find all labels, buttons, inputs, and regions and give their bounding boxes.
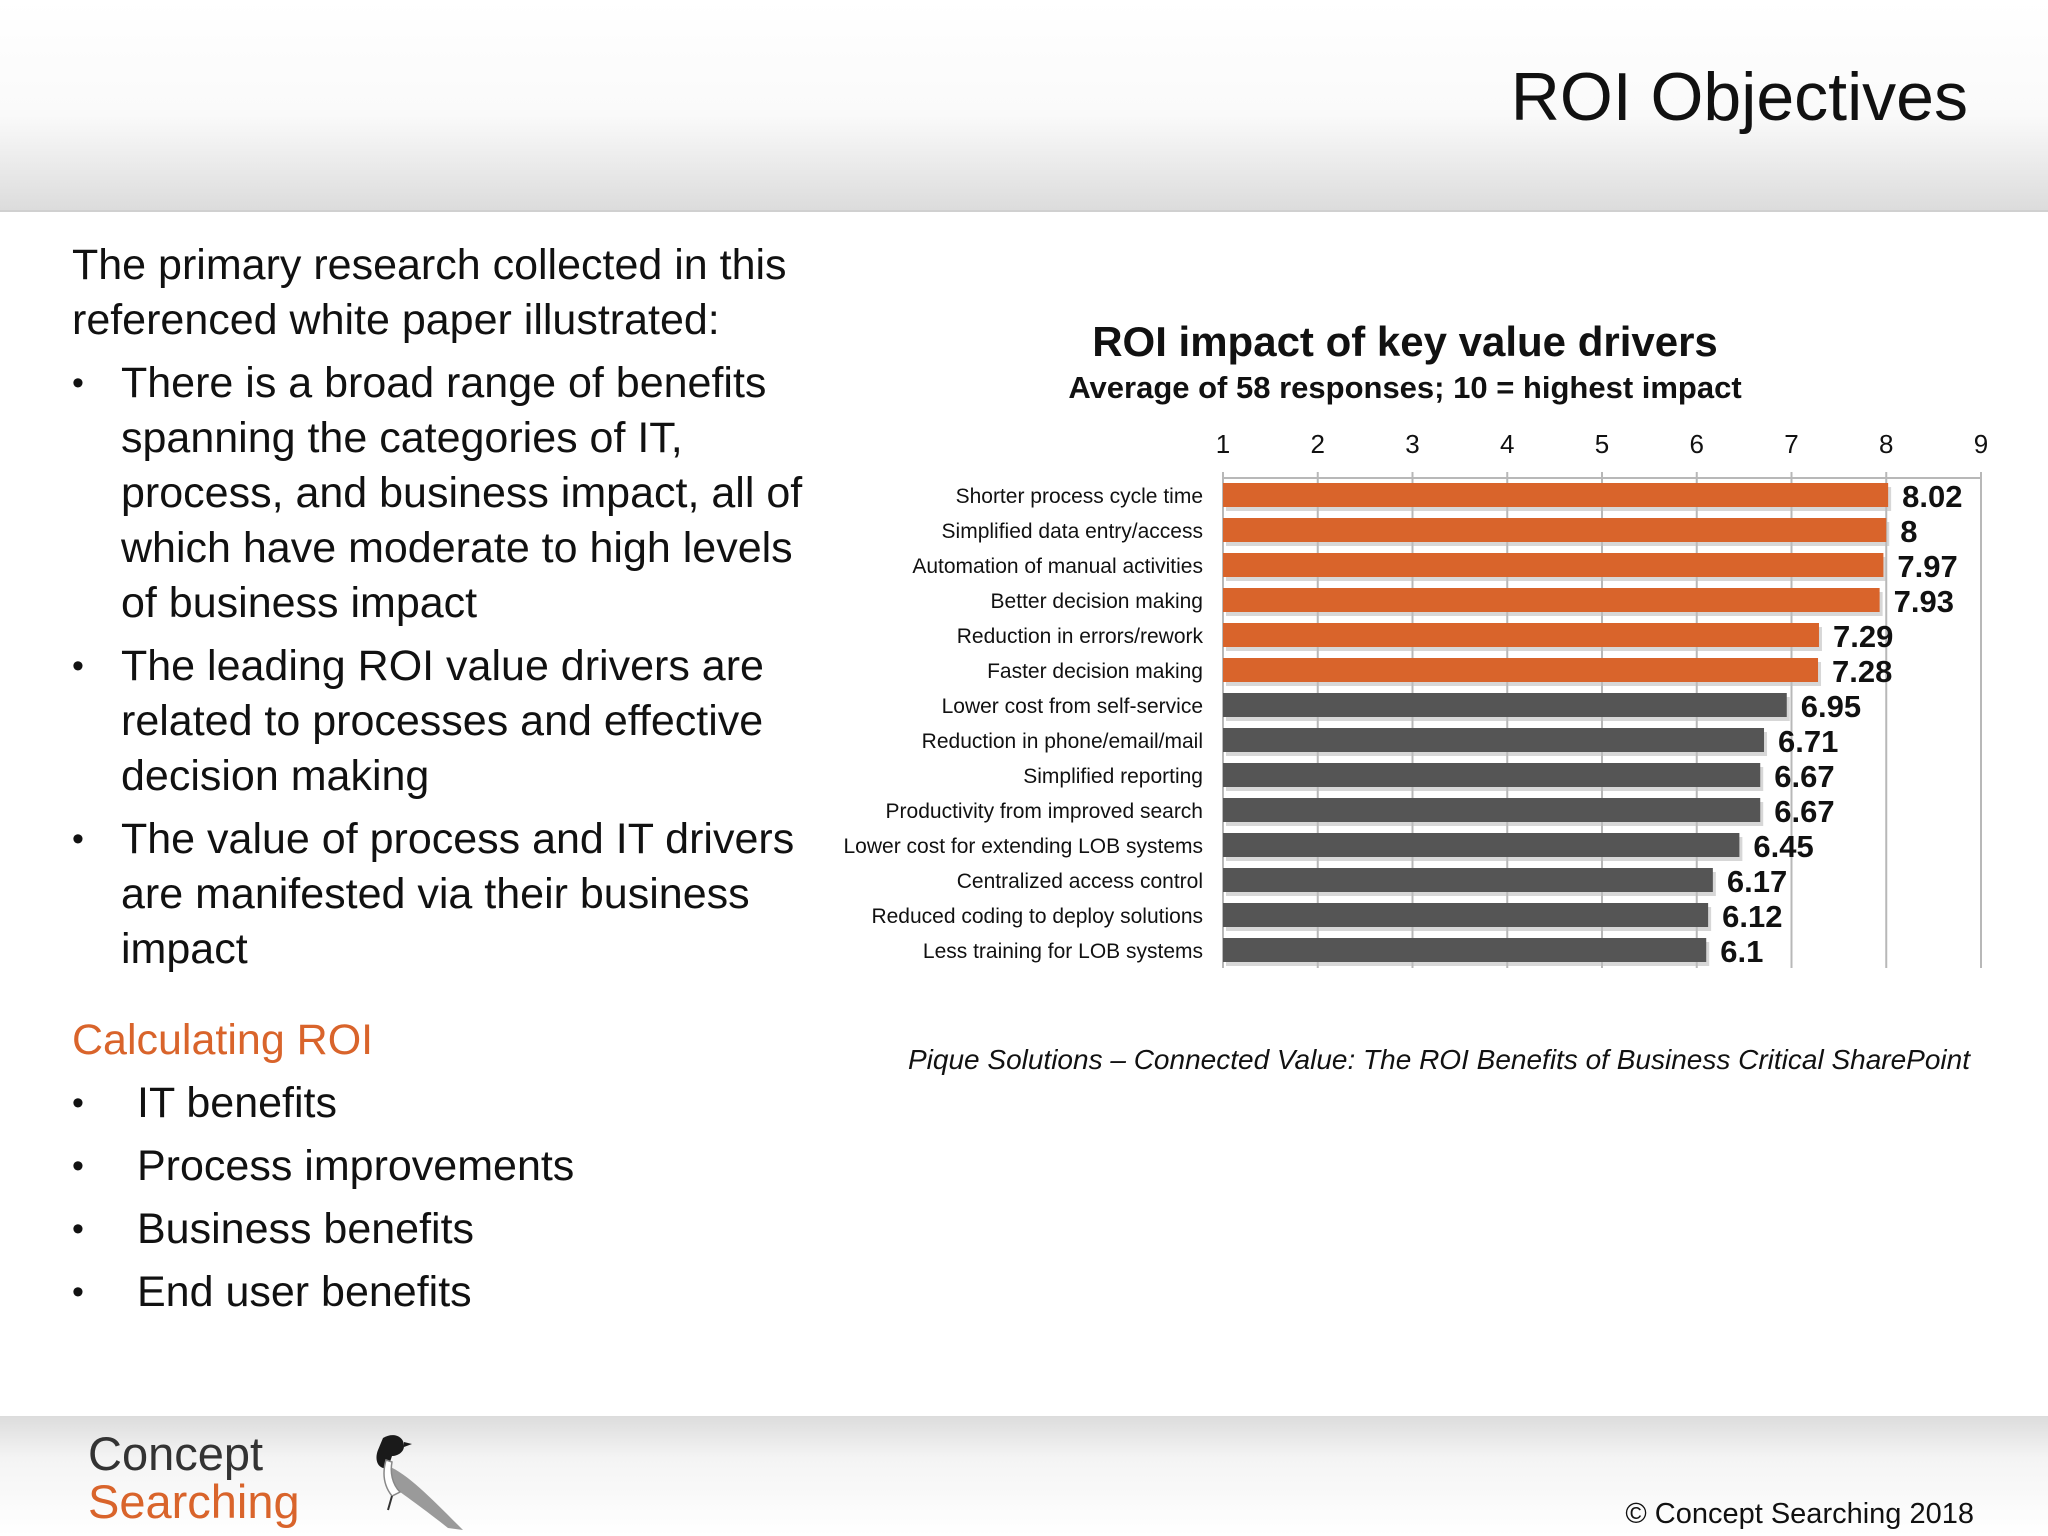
chart-title: ROI impact of key value drivers: [1092, 318, 1718, 365]
category-label: Lower cost from self-service: [942, 695, 1203, 718]
bird-logo-icon: [376, 1435, 463, 1530]
category-label: Shorter process cycle time: [956, 485, 1203, 508]
roi-categories-list: • IT benefits • Process improvements • Busi…: [72, 1076, 832, 1320]
value-label: 8: [1900, 514, 1917, 549]
category-label: Lower cost for extending LOB systems: [844, 835, 1204, 858]
value-label: 6.1: [1720, 934, 1763, 969]
roi-category-item: • IT benefits: [72, 1076, 832, 1131]
copyright-notice: © Concept Searching 2018: [1625, 1498, 1974, 1530]
category-label: Reduction in phone/email/mail: [922, 730, 1203, 753]
bullet-icon: •: [72, 820, 84, 858]
slide-header: ROI Objectives: [0, 0, 2048, 212]
x-tick-label: 6: [1690, 429, 1704, 459]
x-tick-label: 1: [1216, 429, 1230, 459]
finding-text: The leading ROI value drivers are relate…: [121, 642, 764, 800]
category-label: Automation of manual activities: [912, 555, 1203, 578]
roi-category-text: Process improvements: [137, 1142, 575, 1190]
value-label: 7.29: [1833, 619, 1893, 654]
bullet-icon: •: [72, 647, 84, 685]
category-label: Productivity from improved search: [886, 800, 1203, 823]
bar: [1223, 763, 1761, 787]
roi-category-text: Business benefits: [137, 1205, 475, 1253]
slide-title: ROI Objectives: [1510, 59, 1968, 135]
value-label: 6.17: [1727, 864, 1787, 899]
bar: [1223, 868, 1713, 892]
finding-item: • The leading ROI value drivers are relat…: [72, 639, 832, 804]
x-tick-label: 2: [1311, 429, 1325, 459]
value-label: 6.71: [1778, 724, 1838, 759]
slide-footer: [0, 1416, 2048, 1536]
calculating-roi-heading: Calculating ROI: [72, 1016, 374, 1064]
roi-category-item: • End user benefits: [72, 1265, 832, 1320]
category-label: Faster decision making: [987, 660, 1203, 683]
finding-text: There is a broad range of benefits spann…: [121, 359, 803, 627]
value-label: 8.02: [1902, 479, 1962, 514]
value-label: 6.12: [1722, 899, 1782, 934]
company-logo: Concept Searching: [88, 1426, 463, 1532]
intro-paragraph: The primary research collected in this r…: [72, 241, 787, 344]
category-label: Better decision making: [991, 590, 1203, 613]
bar: [1223, 903, 1709, 927]
x-tick-label: 5: [1595, 429, 1609, 459]
category-label: Less training for LOB systems: [923, 940, 1203, 963]
category-label: Simplified data entry/access: [942, 520, 1203, 543]
value-label: 6.67: [1774, 759, 1834, 794]
logo-text-concept: Concept: [88, 1427, 264, 1480]
roi-category-item: • Process improvements: [72, 1139, 832, 1194]
bar: [1223, 588, 1880, 612]
finding-text: The value of process and IT drivers are …: [121, 815, 795, 973]
roi-category-item: • Business benefits: [72, 1202, 832, 1257]
bar: [1223, 798, 1761, 822]
roi-category-text: End user benefits: [137, 1268, 472, 1316]
finding-item: • There is a broad range of benefits span…: [72, 356, 832, 631]
roi-category-text: IT benefits: [137, 1079, 337, 1127]
category-label: Reduced coding to deploy solutions: [871, 905, 1203, 928]
bullet-icon: •: [72, 1273, 84, 1311]
x-tick-label: 9: [1974, 429, 1988, 459]
bar: [1223, 938, 1707, 962]
bar: [1223, 623, 1819, 647]
bar: [1223, 483, 1889, 507]
bullet-icon: •: [72, 364, 84, 402]
x-tick-label: 7: [1784, 429, 1798, 459]
chart-subtitle: Average of 58 responses; 10 = highest im…: [1068, 370, 1742, 405]
value-label: 7.28: [1832, 654, 1892, 689]
logo-text-searching: Searching: [88, 1475, 300, 1528]
finding-item: • The value of process and IT drivers are…: [72, 812, 832, 977]
value-label: 6.67: [1774, 794, 1834, 829]
x-tick-label: 3: [1405, 429, 1419, 459]
value-label: 6.95: [1801, 689, 1861, 724]
value-label: 6.45: [1753, 829, 1813, 864]
category-label: Simplified reporting: [1023, 765, 1203, 788]
x-tick-label: 4: [1500, 429, 1514, 459]
category-label: Reduction in errors/rework: [957, 625, 1204, 648]
bar: [1223, 833, 1740, 857]
category-label: Centralized access control: [957, 870, 1203, 893]
findings-list: • There is a broad range of benefits span…: [72, 356, 832, 977]
bar: [1223, 728, 1765, 752]
left-text-column: The primary research collected in this r…: [72, 238, 832, 1328]
bar: [1223, 518, 1887, 542]
value-label: 7.93: [1894, 584, 1954, 619]
bullet-icon: •: [72, 1210, 84, 1248]
bar: [1223, 553, 1884, 577]
bullet-icon: •: [72, 1147, 84, 1185]
source-citation: Pique Solutions – Connected Value: The R…: [908, 1044, 1970, 1075]
value-label: 7.97: [1897, 549, 1957, 584]
x-tick-label: 8: [1879, 429, 1893, 459]
bullet-icon: •: [72, 1084, 84, 1122]
bar: [1223, 658, 1819, 682]
bar: [1223, 693, 1787, 717]
